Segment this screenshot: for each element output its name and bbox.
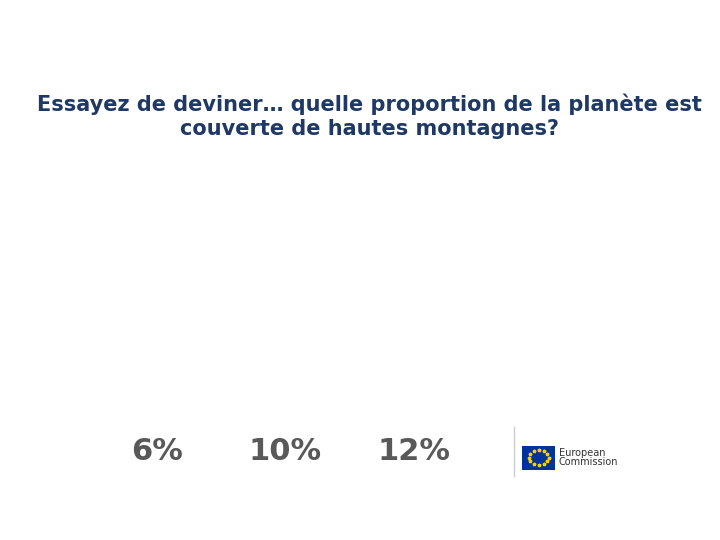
Text: 12%: 12% [377, 437, 450, 466]
Bar [523, 446, 555, 470]
Text: 10%: 10% [248, 437, 322, 466]
Text: Essayez de deviner… quelle proportion de la planète est
couverte de hautes monta: Essayez de deviner… quelle proportion de… [37, 94, 701, 139]
Text: Commission: Commission [559, 457, 618, 467]
Bar [90, 422, 648, 481]
Text: European: European [559, 448, 606, 458]
Text: [World Map]: [World Map] [276, 264, 444, 292]
Text: 6%: 6% [131, 437, 183, 466]
